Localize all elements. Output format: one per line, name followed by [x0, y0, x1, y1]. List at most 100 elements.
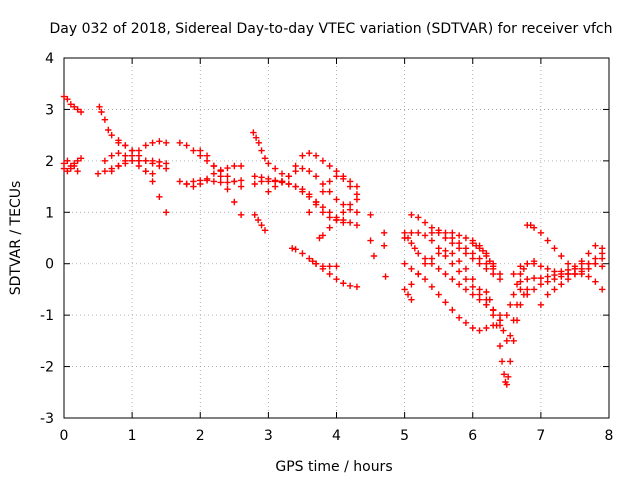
data-point	[254, 216, 262, 224]
data-point	[504, 373, 512, 381]
data-point	[278, 178, 286, 185]
data-point	[101, 157, 109, 165]
data-point	[176, 139, 184, 147]
data-point	[510, 337, 517, 345]
data-point	[183, 180, 190, 188]
data-point	[340, 209, 347, 216]
data-point	[237, 162, 245, 170]
data-point	[142, 142, 149, 149]
data-point	[237, 183, 245, 190]
data-point	[299, 188, 306, 195]
data-point	[428, 229, 436, 237]
data-point	[156, 193, 163, 201]
data-point	[493, 322, 500, 329]
data-point	[449, 306, 456, 314]
data-point	[496, 342, 504, 350]
data-point	[271, 165, 279, 172]
series-s34	[496, 286, 524, 345]
data-point	[258, 147, 265, 154]
series-s22	[309, 257, 340, 270]
data-point	[74, 167, 81, 175]
data-point	[527, 221, 534, 229]
data-point	[503, 337, 511, 345]
data-point	[122, 152, 129, 159]
data-point	[517, 278, 524, 285]
data-point	[435, 250, 442, 257]
data-point	[333, 196, 340, 203]
data-point	[319, 209, 327, 216]
series-s23	[367, 211, 389, 280]
data-point	[598, 286, 606, 293]
data-point	[64, 157, 71, 165]
data-point	[353, 196, 361, 203]
data-point	[108, 131, 115, 139]
data-point	[585, 260, 592, 267]
data-point	[558, 281, 565, 288]
data-point	[479, 247, 487, 255]
data-point	[408, 296, 415, 303]
data-point	[469, 275, 476, 283]
data-point	[258, 221, 265, 229]
data-point	[346, 201, 354, 208]
data-point	[98, 108, 105, 116]
data-point	[530, 224, 538, 231]
data-point	[401, 286, 408, 293]
data-point	[142, 157, 149, 165]
data-point	[210, 178, 218, 185]
data-point	[510, 317, 517, 324]
data-point	[312, 173, 320, 180]
data-point	[183, 142, 190, 149]
chart-title: Day 032 of 2018, Sidereal Day-to-day VTE…	[49, 21, 612, 37]
data-point	[306, 149, 313, 157]
data-point	[101, 167, 109, 175]
data-point	[462, 319, 470, 327]
data-point	[67, 165, 75, 172]
data-point	[319, 232, 327, 239]
data-point	[156, 138, 163, 145]
data-point	[77, 108, 85, 116]
data-point	[476, 286, 483, 293]
data-point	[537, 229, 545, 237]
data-point	[564, 275, 572, 283]
data-point	[428, 283, 436, 291]
data-point	[299, 250, 306, 257]
data-point	[524, 275, 531, 283]
data-point	[449, 229, 456, 237]
x-tick-label: 0	[60, 428, 69, 444]
data-point	[309, 257, 316, 265]
data-point	[340, 219, 347, 226]
data-point	[271, 177, 279, 184]
data-point	[544, 265, 551, 273]
series-s31	[449, 229, 504, 278]
data-point	[231, 198, 238, 206]
data-point	[326, 263, 333, 270]
data-point	[115, 162, 122, 170]
data-point	[592, 255, 599, 262]
grid-lines	[64, 58, 609, 418]
data-point	[142, 167, 149, 175]
data-point	[326, 178, 333, 185]
data-point	[382, 273, 389, 280]
data-point	[496, 270, 504, 278]
data-point	[530, 274, 538, 282]
data-point	[71, 162, 78, 170]
data-point	[203, 175, 211, 183]
data-point	[496, 317, 504, 324]
y-tick-label: -3	[40, 411, 54, 427]
data-point	[251, 173, 258, 180]
series-s11	[176, 162, 245, 190]
data-point	[74, 157, 81, 165]
series-s30	[428, 227, 497, 273]
data-point	[510, 270, 517, 278]
series-s24	[401, 286, 415, 303]
data-point	[500, 371, 508, 378]
data-point	[544, 273, 551, 280]
data-point	[261, 227, 269, 234]
data-point	[326, 188, 333, 195]
data-point	[278, 170, 286, 177]
data-point	[367, 211, 374, 219]
data-point	[524, 291, 531, 298]
data-point	[483, 252, 490, 260]
data-point	[128, 157, 136, 165]
